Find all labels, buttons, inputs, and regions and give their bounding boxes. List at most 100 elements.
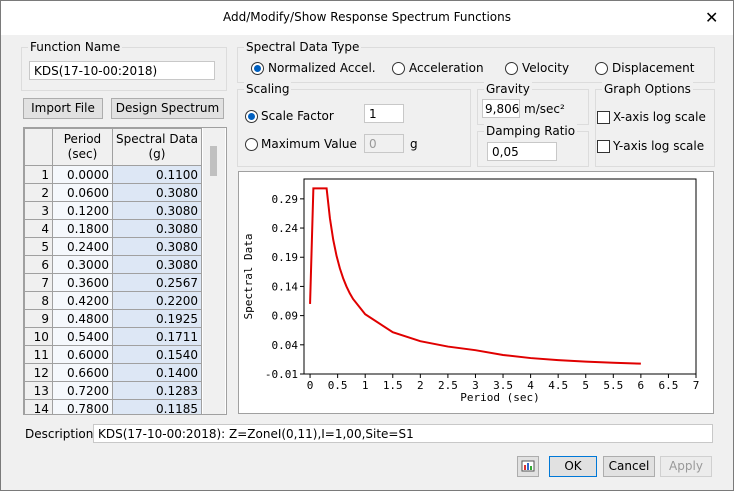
- x-tick-label: 6: [638, 379, 645, 392]
- row-header: 3: [24, 201, 53, 220]
- radio-label[interactable]: Scale Factor: [261, 109, 334, 123]
- row-header: 10: [24, 327, 53, 346]
- group-label: Gravity: [484, 82, 532, 96]
- cell: 0.6600: [51, 363, 113, 382]
- radio[interactable]: [251, 62, 264, 75]
- cell: 0.5400: [51, 327, 113, 346]
- cell: 0.1540: [111, 345, 203, 364]
- y-tick-label: 0.09: [272, 310, 299, 323]
- apply-button: Apply: [660, 456, 712, 477]
- cell: 0.2400: [51, 237, 113, 256]
- cell: 0.3600: [51, 273, 113, 292]
- x-tick-label: 2: [417, 379, 424, 392]
- y-tick-label: 0.04: [272, 339, 299, 352]
- cell: 0.3080: [111, 219, 203, 238]
- group-label: Graph Options: [602, 82, 693, 96]
- close-button[interactable]: ✕: [705, 8, 719, 27]
- radio[interactable]: [245, 138, 258, 151]
- cell: 0.4200: [51, 291, 113, 310]
- cell: 0.6000: [51, 345, 113, 364]
- x-tick-label: 3: [472, 379, 479, 392]
- damping-input[interactable]: 0,05: [487, 142, 557, 161]
- checkbox-label[interactable]: X-axis log scale: [613, 110, 706, 124]
- chart: -0.01 0.04 0.09 0.14 0.19 0.24 0.29 0 0.5 1 1.5 2 2.…: [238, 171, 714, 414]
- cell: 0.3080: [111, 201, 203, 220]
- radio-label[interactable]: Maximum Value: [261, 137, 357, 151]
- checkbox[interactable]: [597, 140, 610, 153]
- radio[interactable]: [505, 62, 518, 75]
- y-tick-label: 0.14: [272, 280, 299, 293]
- unit: m/sec²: [524, 102, 565, 116]
- corner: [24, 128, 53, 166]
- row-header: 8: [24, 291, 53, 310]
- row-header: 5: [24, 237, 53, 256]
- y-tick-label: 0.19: [272, 251, 299, 264]
- radio-label[interactable]: Normalized Accel.: [268, 61, 376, 75]
- x-tick-label: 4: [527, 379, 534, 392]
- scrollbar[interactable]: [203, 128, 225, 414]
- row-header: 2: [24, 183, 53, 202]
- row-header: 14: [24, 399, 53, 414]
- radio-label[interactable]: Velocity: [522, 61, 570, 75]
- cell: 0.1925: [111, 309, 203, 328]
- x-tick-label: 5.5: [603, 379, 623, 392]
- cell: 0.1400: [111, 363, 203, 382]
- radio-label[interactable]: Displacement: [612, 61, 695, 75]
- group: Spectral Data Type: [237, 40, 715, 83]
- row-header: 9: [24, 309, 53, 328]
- window-title: Add/Modify/Show Response Spectrum Functi…: [223, 10, 511, 24]
- plot-area: [303, 178, 697, 375]
- cell: 0.4800: [51, 309, 113, 328]
- title-bar: [1, 1, 733, 35]
- y-tick-label: 0.29: [272, 193, 299, 206]
- radio[interactable]: [392, 62, 405, 75]
- x-tick-label: 1.5: [383, 379, 403, 392]
- function-name-input[interactable]: KDS(17-10-00:2018): [29, 61, 215, 80]
- cancel-button[interactable]: Cancel: [603, 456, 655, 477]
- description-input[interactable]: KDS(17-10-00:2018): Z=ZoneI(0,11),I=1,00…: [93, 424, 713, 443]
- checkbox[interactable]: [597, 111, 610, 124]
- group: Damping Ratio: [477, 124, 589, 167]
- scale-factor-input[interactable]: 1: [364, 104, 404, 123]
- row-header: 12: [24, 363, 53, 382]
- group-label: Damping Ratio: [484, 124, 578, 138]
- row-header: 4: [24, 219, 53, 238]
- cell: 0.0000: [51, 165, 113, 184]
- table: Period (sec) Spectral Data (g) 1 0.0000 0.11…: [24, 128, 203, 414]
- radio-label[interactable]: Acceleration: [409, 61, 484, 75]
- cell: 0.1283: [111, 381, 203, 400]
- gravity-input[interactable]: 9,806: [482, 99, 520, 118]
- description-label: Description: [25, 427, 94, 441]
- cell: 0.2200: [111, 291, 203, 310]
- radio[interactable]: [245, 110, 258, 123]
- y-tick-label: -0.01: [265, 368, 298, 381]
- group-label: Function Name: [28, 40, 123, 54]
- graph-icon-button[interactable]: [517, 456, 539, 477]
- radio[interactable]: [595, 62, 608, 75]
- import-button[interactable]: Import File: [23, 98, 103, 119]
- ok-button[interactable]: OK: [549, 456, 597, 477]
- design-button[interactable]: Design Spectrum: [111, 98, 224, 119]
- checkbox-label[interactable]: Y-axis log scale: [613, 139, 705, 153]
- column-header: Period (sec): [51, 128, 113, 166]
- x-tick-label: 3.5: [493, 379, 513, 392]
- group: Graph Options: [595, 82, 715, 167]
- x-tick-label: 2.5: [438, 379, 458, 392]
- cell: 0.3000: [51, 255, 113, 274]
- x-tick-label: 1: [362, 379, 369, 392]
- y-tick-label: 0.24: [272, 222, 299, 235]
- row-header: 6: [24, 255, 53, 274]
- x-tick-label: 7: [693, 379, 700, 392]
- cell: 0.1185: [111, 399, 203, 414]
- cell: 0.3080: [111, 183, 203, 202]
- group-label: Scaling: [244, 82, 292, 96]
- cell: 0.1200: [51, 201, 113, 220]
- cell: 0.1711: [111, 327, 203, 346]
- table-frame: Period (sec) Spectral Data (g) 1 0.0000 0.11…: [23, 127, 227, 415]
- cell: 0.1800: [51, 219, 113, 238]
- row-header: 11: [24, 345, 53, 364]
- y-axis-label: Spectral Data: [242, 233, 255, 319]
- cell: 0.3080: [111, 237, 203, 256]
- row-header: 13: [24, 381, 53, 400]
